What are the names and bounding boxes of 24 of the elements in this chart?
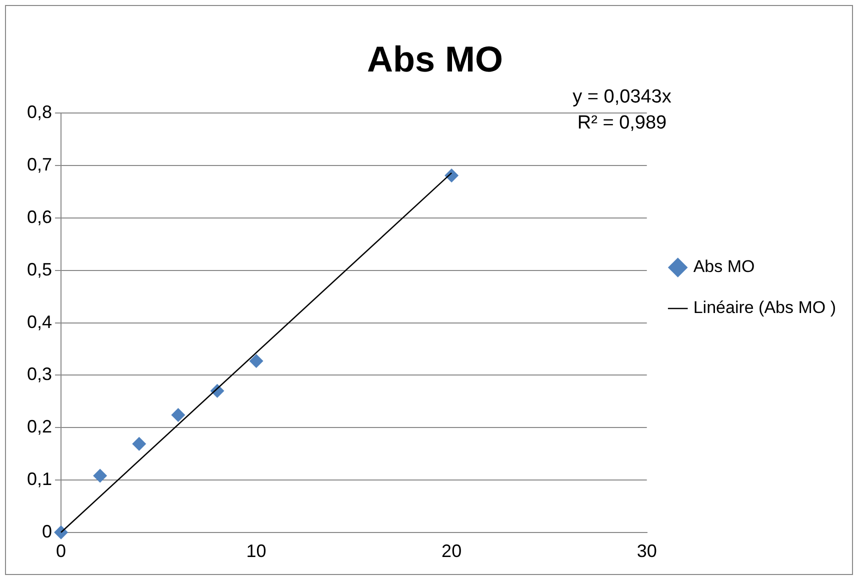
- y-tick-label: 0,3: [26, 364, 52, 384]
- x-tick-label: 20: [442, 541, 462, 562]
- point: [54, 525, 68, 540]
- point: [93, 468, 108, 483]
- point: [132, 436, 146, 451]
- y-tick-label: 0,1: [26, 468, 52, 489]
- legend-label: Abs MO: [693, 257, 755, 276]
- y-tick-label: 0,7: [26, 154, 52, 175]
- x-tick-label: 10: [246, 541, 266, 562]
- point: [444, 168, 459, 183]
- annotation: R² = 0,989: [577, 112, 667, 134]
- y-tick-label: 0,2: [26, 416, 52, 437]
- y-tick-label: 0,6: [26, 206, 52, 227]
- y-tick-label: 0,8: [26, 102, 52, 122]
- x-tick-label: 30: [636, 541, 657, 562]
- chart-title: Abs MO: [366, 38, 504, 80]
- point: [249, 354, 264, 368]
- legend-label: Linéaire (Abs MO ): [693, 298, 836, 318]
- y-tick-label: 0,4: [26, 312, 52, 332]
- y-tick-label: 0: [42, 521, 52, 542]
- y-tick-label: 0,5: [26, 259, 52, 280]
- point: [171, 408, 186, 422]
- x-tick-label: 0: [56, 541, 66, 562]
- text: y = 0,0343x: [572, 86, 672, 108]
